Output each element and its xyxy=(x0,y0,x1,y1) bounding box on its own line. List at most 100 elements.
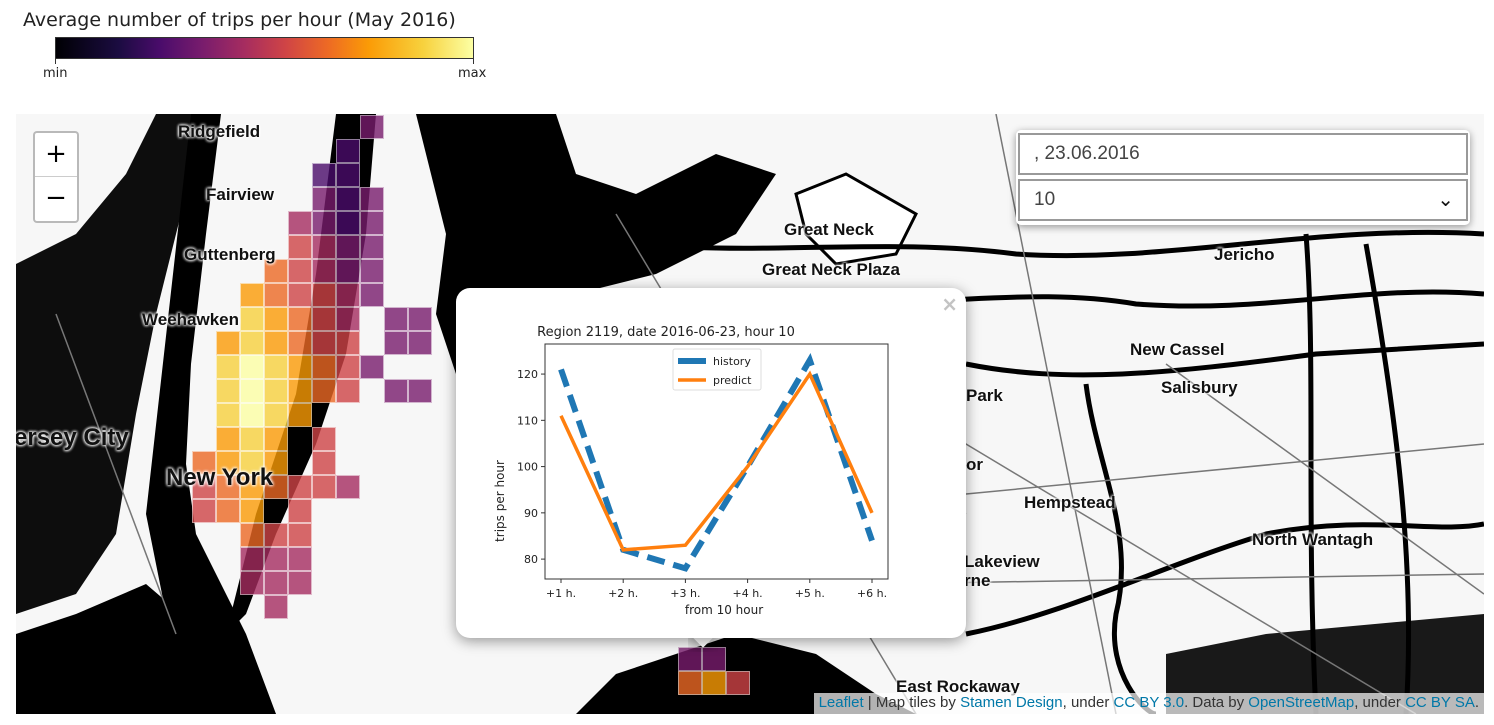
heatmap-cell xyxy=(192,475,216,499)
date-input[interactable]: , 23.06.2016 xyxy=(1018,133,1468,175)
place-label: Weehawken xyxy=(142,310,240,329)
heatmap-cell xyxy=(312,451,336,475)
heatmap-cell xyxy=(312,355,336,379)
hour-select-value: 10 xyxy=(1034,189,1056,210)
attribution-text: , under xyxy=(1062,694,1114,711)
heatmap-cell xyxy=(216,475,240,499)
date-hour-control: , 23.06.2016 10 ⌄ xyxy=(1016,130,1470,225)
heatmap-cell xyxy=(288,331,312,355)
region-popup: × Region 2119, date 2016-06-23, hour 10 … xyxy=(456,288,966,638)
heatmap-cell xyxy=(264,283,288,307)
heatmap-cell xyxy=(336,355,360,379)
place-label: Great Neck xyxy=(784,220,874,239)
heatmap-cell xyxy=(240,571,264,595)
popup-tip xyxy=(688,636,718,652)
x-axis-label: from 10 hour xyxy=(685,603,763,617)
heatmap-cell xyxy=(240,499,264,523)
heatmap-cell xyxy=(264,451,288,475)
attribution-text: | Map tiles by xyxy=(863,694,961,711)
cc-by-link[interactable]: CC BY 3.0 xyxy=(1113,694,1185,711)
hour-select[interactable]: 10 ⌄ xyxy=(1018,179,1468,221)
heatmap-cell xyxy=(216,427,240,451)
heatmap-cell xyxy=(240,331,264,355)
heatmap-cell xyxy=(336,379,360,403)
heatmap-cell xyxy=(240,307,264,331)
legend-label-predict: predict xyxy=(713,374,752,387)
attribution-text: , under xyxy=(1354,694,1406,711)
legend-label-history: history xyxy=(713,355,751,368)
colorbar xyxy=(55,37,474,59)
y-tick-label: 90 xyxy=(524,507,538,520)
legend-max-label: max xyxy=(458,66,487,81)
heatmap-cell xyxy=(288,235,312,259)
heatmap-cell xyxy=(360,211,384,235)
heatmap-cell xyxy=(288,403,312,427)
series-line-history xyxy=(558,353,875,572)
place-label: ersey City xyxy=(16,424,129,451)
heatmap-cell xyxy=(264,331,288,355)
heatmap-cell xyxy=(288,523,312,547)
heatmap-cell xyxy=(408,379,432,403)
y-tick-label: 110 xyxy=(517,414,538,427)
heatmap-cell xyxy=(384,331,408,355)
place-label: Jericho xyxy=(1214,245,1275,264)
cc-by-sa-link[interactable]: CC BY SA xyxy=(1405,694,1475,711)
osm-link[interactable]: OpenStreetMap xyxy=(1248,694,1355,711)
heatmap-cell xyxy=(360,187,384,211)
heatmap-cell xyxy=(216,451,240,475)
y-axis-label: trips per hour xyxy=(493,460,507,542)
place-label: Guttenberg xyxy=(184,245,276,264)
x-tick-label: +2 h. xyxy=(608,587,638,600)
popup-close-button[interactable]: × xyxy=(941,292,958,316)
heatmap-cell xyxy=(240,523,264,547)
heatmap-cell xyxy=(360,259,384,283)
stamen-link[interactable]: Stamen Design xyxy=(960,694,1063,711)
leaflet-link[interactable]: Leaflet xyxy=(818,694,864,711)
zoom-control: + − xyxy=(33,131,79,223)
heatmap-cell xyxy=(240,547,264,571)
place-label: Salisbury xyxy=(1161,378,1238,397)
place-label: Park xyxy=(966,386,1003,405)
heatmap-cell xyxy=(264,403,288,427)
heatmap-cell xyxy=(288,283,312,307)
heatmap-cell xyxy=(336,139,360,163)
heatmap-cell xyxy=(240,427,264,451)
heatmap-cell xyxy=(312,331,336,355)
attribution-text: . xyxy=(1474,694,1479,711)
attribution-text: . Data by xyxy=(1184,694,1249,711)
heatmap-cell xyxy=(216,379,240,403)
place-label: Fairview xyxy=(206,185,275,204)
x-tick-label: +1 h. xyxy=(546,587,576,600)
heatmap-cell xyxy=(678,671,702,695)
heatmap-cell xyxy=(288,547,312,571)
heatmap-cell xyxy=(336,283,360,307)
x-tick-label: +5 h. xyxy=(795,587,825,600)
zoom-in-button[interactable]: + xyxy=(35,133,77,177)
place-label: Great Neck Plaza xyxy=(762,260,900,279)
heatmap-cell xyxy=(702,671,726,695)
heatmap-cell xyxy=(216,499,240,523)
heatmap-cell xyxy=(264,427,288,451)
heatmap-cell xyxy=(360,115,384,139)
heatmap-cell xyxy=(312,235,336,259)
chevron-down-icon: ⌄ xyxy=(1437,189,1454,211)
heatmap-cell xyxy=(678,647,702,671)
heatmap-cell xyxy=(288,307,312,331)
place-label: New Cassel xyxy=(1130,340,1225,359)
heatmap-cell xyxy=(264,259,288,283)
chart-title: Region 2119, date 2016-06-23, hour 10 xyxy=(537,325,795,340)
heatmap-cell xyxy=(336,187,360,211)
heatmap-cell xyxy=(384,307,408,331)
heatmap-cell xyxy=(702,647,726,671)
zoom-out-button[interactable]: − xyxy=(45,183,67,213)
heatmap-cell xyxy=(264,307,288,331)
heatmap-cell xyxy=(336,163,360,187)
x-tick-label: +3 h. xyxy=(670,587,700,600)
heatmap-cell xyxy=(408,307,432,331)
y-tick-label: 100 xyxy=(517,461,538,474)
place-label: Lakeview xyxy=(964,552,1040,571)
heatmap-cell xyxy=(336,307,360,331)
heatmap-cell xyxy=(288,475,312,499)
tick-min xyxy=(55,59,56,64)
y-tick-label: 120 xyxy=(517,368,538,381)
